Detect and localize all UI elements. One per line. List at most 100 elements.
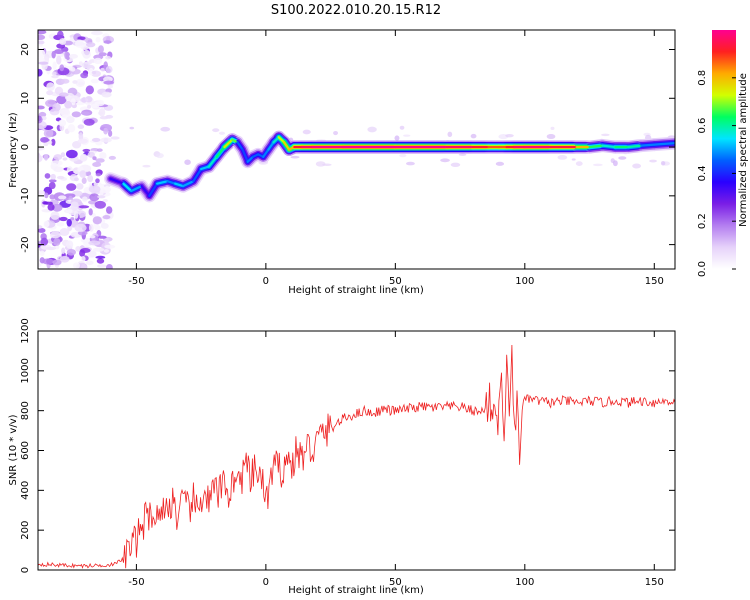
noise-blob — [60, 78, 70, 84]
noise-blob — [93, 57, 103, 65]
noise-blob — [62, 157, 68, 161]
noise-blob — [68, 54, 79, 59]
noise-blob — [557, 154, 568, 160]
noise-blob — [72, 141, 82, 149]
noise-blob — [67, 124, 76, 133]
colorbar-ticks: 0.0 0.2 0.4 0.6 0.8 — [697, 70, 736, 277]
ridge-segment — [653, 142, 675, 146]
noise-blob — [53, 154, 63, 161]
noise-blob — [80, 72, 89, 79]
noise-blob — [575, 161, 583, 166]
noise-blob — [51, 138, 56, 146]
noise-blob — [97, 264, 107, 268]
ridge-segment — [640, 143, 656, 147]
noise-blob — [50, 211, 60, 220]
noise-blob — [53, 238, 61, 246]
noise-blob — [58, 195, 67, 200]
x-tick-label: -50 — [128, 577, 144, 588]
noise-blob — [85, 260, 94, 266]
spectrogram-x-ticks: -50 0 50 100 150 — [128, 30, 664, 287]
noise-blob — [38, 227, 46, 233]
noise-blob — [56, 55, 62, 65]
noise-blob — [38, 40, 45, 45]
spectrogram-y-label: Frequency (Hz) — [8, 112, 19, 188]
ridge-segment — [200, 165, 211, 171]
noise-blob — [333, 130, 339, 136]
ridge-segment — [601, 144, 617, 149]
colorbar-gradient — [712, 30, 736, 269]
noise-blob — [56, 175, 65, 180]
noise-blob — [632, 163, 642, 169]
x-tick-label: 50 — [389, 577, 402, 588]
noise-blob — [76, 183, 84, 190]
x-tick-label: 0 — [263, 577, 269, 588]
y-tick-label: 1000 — [20, 358, 31, 383]
noise-blob — [103, 80, 115, 85]
noise-blob — [91, 137, 101, 142]
noise-blob — [88, 185, 101, 193]
noise-blob — [82, 49, 91, 59]
snr-x-label: Height of straight line (km) — [288, 585, 424, 596]
noise-blob — [77, 138, 88, 144]
spectrogram-y-ticks: -20 -10 0 10 20 — [20, 43, 675, 253]
noise-blob — [78, 61, 83, 66]
noise-blob — [92, 162, 102, 167]
noise-blob — [550, 126, 555, 131]
noise-blob — [450, 162, 461, 167]
noise-blob — [38, 190, 46, 195]
noise-blob — [97, 195, 106, 199]
noise-blob — [44, 173, 51, 179]
noise-blob — [51, 75, 59, 79]
noise-blob — [88, 223, 94, 232]
ridge-segment — [192, 167, 203, 183]
ridge-segment — [166, 180, 177, 185]
noise-blob — [66, 183, 77, 191]
noise-blob — [458, 153, 467, 156]
noise-blob — [93, 181, 102, 187]
noise-blob — [96, 148, 103, 152]
noise-blob — [41, 138, 50, 142]
noise-blob — [47, 140, 53, 145]
ridge-segment — [109, 177, 125, 185]
noise-blob — [38, 147, 45, 151]
noise-blob — [89, 234, 96, 239]
noise-blob — [59, 64, 65, 72]
noise-blob — [103, 249, 110, 253]
noise-blob — [89, 193, 100, 202]
noise-blob — [47, 203, 55, 211]
ridge-segment — [130, 184, 143, 193]
y-tick-label: -10 — [20, 188, 31, 204]
noise-blob — [60, 152, 66, 158]
noise-blob — [57, 30, 64, 39]
noise-blob — [79, 249, 86, 257]
noise-blob — [92, 156, 97, 161]
noise-blob — [105, 206, 113, 214]
noise-blob — [440, 158, 450, 163]
noise-blob — [81, 196, 88, 202]
y-tick-label: 600 — [20, 441, 31, 460]
noise-blob — [38, 154, 43, 163]
noise-blob — [59, 37, 67, 45]
noise-blob — [95, 36, 101, 43]
noise-blob — [160, 126, 171, 132]
y-tick-label: 200 — [20, 521, 31, 540]
noise-blob — [102, 214, 111, 220]
noise-blob — [43, 220, 50, 228]
noise-blob — [80, 111, 91, 116]
noise-blob — [618, 156, 627, 160]
noise-blob — [104, 185, 110, 193]
noise-blob — [105, 65, 113, 74]
noise-blob — [96, 258, 105, 264]
noise-blob — [212, 128, 220, 133]
noise-blob — [70, 201, 79, 211]
colorbar: 0.0 0.2 0.4 0.6 0.8 Normalized spectral ampl… — [697, 30, 749, 277]
noise-blob — [367, 126, 377, 133]
noise-blob — [74, 223, 87, 233]
ridge-segment — [272, 136, 280, 144]
noise-blob — [44, 192, 49, 199]
spectrogram-panel: -50 0 50 100 150 -20 -10 0 10 20 Height of strai… — [8, 29, 676, 296]
noise-blob — [38, 105, 45, 110]
ridge-segment — [277, 136, 286, 144]
noise-blob — [470, 133, 477, 139]
noise-blob — [39, 250, 45, 256]
